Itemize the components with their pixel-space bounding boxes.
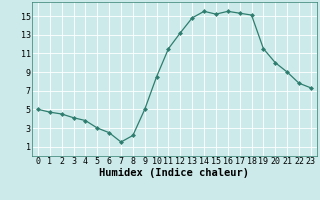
X-axis label: Humidex (Indice chaleur): Humidex (Indice chaleur): [100, 168, 249, 178]
